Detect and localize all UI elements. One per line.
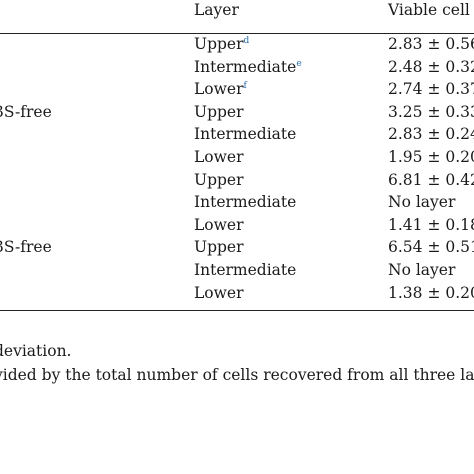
cell-layer: Upper <box>194 237 244 257</box>
cell-viable: 2.83 ± 0.24 <box>388 125 474 143</box>
cell-layer-text: Intermediate <box>194 261 297 279</box>
cell-viable: 3.25 ± 0.33 <box>388 103 474 121</box>
footnote-marker[interactable]: d <box>243 35 250 46</box>
table-top-rule <box>0 33 474 34</box>
cell-layer: Lower <box>194 147 243 167</box>
cell-layer-text: Lower <box>194 80 244 98</box>
cell-viable: No layer <box>388 193 456 211</box>
cell-layer: Upper <box>194 170 244 190</box>
cell-layer: Intermediate <box>194 124 296 144</box>
footnote-marker[interactable]: e <box>296 58 302 69</box>
cell-layer-text: Intermediate <box>194 193 297 211</box>
cell-layer-text: Upper <box>194 238 244 256</box>
cell-layer-text: Intermediate <box>194 125 297 143</box>
cell-media: 3S-free <box>0 103 52 121</box>
cell-viable: No layer <box>388 261 456 279</box>
cell-viable: 1.41 ± 0.18 <box>388 216 474 234</box>
footnote-deviation: deviation. <box>0 342 72 360</box>
cell-layer-text: Lower <box>194 148 244 166</box>
header-viable-cell: Viable cell <box>388 1 470 19</box>
footnote-marker[interactable]: f <box>243 80 247 91</box>
cell-viable: 6.81 ± 0.42 <box>388 171 474 189</box>
cell-layer: Lower <box>194 283 243 303</box>
cell-viable: 2.74 ± 0.37 <box>388 80 474 98</box>
header-layer: Layer <box>194 1 239 19</box>
cell-layer: Lowerf <box>194 79 247 99</box>
cell-layer: Upper <box>194 102 244 122</box>
cell-viable: 2.48 ± 0.32 <box>388 58 474 76</box>
cell-layer: Lower <box>194 215 243 235</box>
cell-viable: 1.95 ± 0.20 <box>388 148 474 166</box>
cell-media: 3S-free <box>0 238 52 256</box>
cell-layer-text: Upper <box>194 35 244 53</box>
cell-layer: Intermediate <box>194 192 296 212</box>
cell-viable: 1.38 ± 0.20 <box>388 284 474 302</box>
table-bottom-rule <box>0 310 474 311</box>
cell-viable: 6.54 ± 0.51 <box>388 238 474 256</box>
cell-layer-text: Upper <box>194 103 244 121</box>
cell-layer: Upperd <box>194 34 249 54</box>
cell-layer-text: Lower <box>194 216 244 234</box>
cell-viable: 2.83 ± 0.56 <box>388 35 474 53</box>
cell-layer-text: Intermediate <box>194 58 297 76</box>
cell-layer: Intermediatee <box>194 57 302 77</box>
cell-layer-text: Upper <box>194 171 244 189</box>
footnote-cells-recovered: vided by the total number of cells recov… <box>0 366 474 384</box>
cell-layer-text: Lower <box>194 284 244 302</box>
cell-layer: Intermediate <box>194 260 296 280</box>
